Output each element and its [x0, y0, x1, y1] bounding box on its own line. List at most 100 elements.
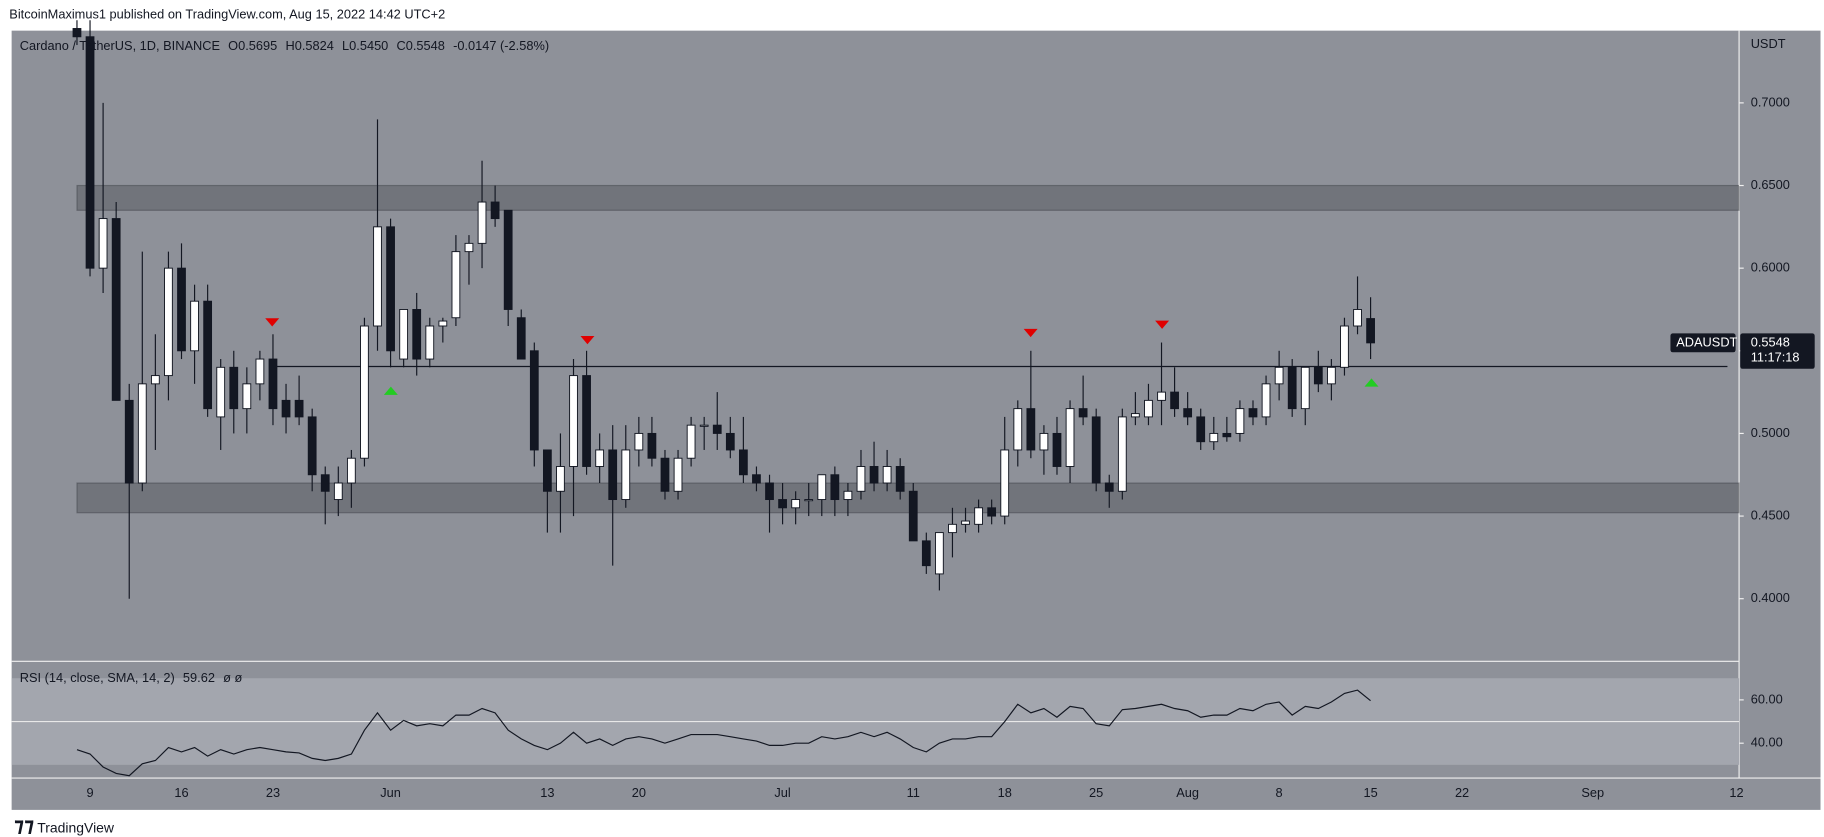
legend-c: C — [397, 39, 406, 54]
candle-body — [1000, 449, 1010, 517]
candle-body — [281, 399, 291, 418]
candle-body — [686, 424, 696, 459]
candle-body — [1170, 391, 1179, 410]
candle-body — [738, 449, 748, 476]
candle-body — [1353, 309, 1362, 327]
y-tick-label: 0.5000 — [1751, 425, 1790, 440]
candle-body — [1235, 408, 1245, 434]
x-tick-label: 20 — [632, 785, 646, 800]
rsi-label: RSI (14, close, SMA, 14, 2) — [20, 670, 175, 685]
candle-body — [242, 383, 252, 410]
legend-change: -0.0147 (-2.58%) — [453, 39, 549, 54]
candle-body — [921, 540, 931, 567]
resistance-marker — [580, 335, 595, 345]
candle-body — [673, 457, 683, 492]
rsi-extra: ø ø — [223, 670, 242, 685]
candle-body — [712, 424, 722, 434]
candle-body — [1300, 366, 1310, 410]
legend-o: O — [228, 39, 238, 54]
candle-body — [1327, 366, 1336, 385]
candle-body — [556, 466, 565, 492]
candle-body — [1131, 413, 1140, 418]
resistance-marker — [265, 318, 280, 327]
candle-body — [477, 201, 487, 244]
candle-body — [137, 383, 147, 484]
candle-body — [1039, 432, 1049, 451]
candle-body — [333, 482, 343, 501]
candle-body — [1026, 408, 1036, 451]
candle-body — [294, 399, 304, 418]
candle-body — [974, 507, 983, 525]
candle-body — [490, 201, 500, 220]
candle-body — [1078, 408, 1088, 418]
candle-body — [1274, 366, 1284, 385]
candle-body — [373, 226, 382, 327]
candle-body — [464, 242, 474, 253]
candle-body — [647, 432, 657, 459]
candle-body — [203, 300, 213, 410]
price-tag-value: 0.5548 — [1751, 334, 1790, 349]
x-tick-label: Jun — [380, 785, 401, 800]
candle-body — [542, 449, 552, 492]
y-tick-label: 0.4000 — [1751, 590, 1790, 605]
legend-symbol: Cardano / TetherUS, 1D, BINANCE — [20, 39, 221, 54]
candle-body — [177, 267, 186, 352]
candle-body — [216, 366, 226, 418]
candle-body — [830, 474, 840, 501]
candle-body — [451, 251, 461, 319]
candle-body — [1261, 383, 1271, 418]
y-tick-label: 0.6500 — [1751, 177, 1790, 192]
candle-body — [1065, 408, 1075, 467]
candle-body — [752, 474, 761, 484]
candle-body — [255, 358, 265, 385]
candle-body — [778, 499, 787, 509]
candle-body — [582, 375, 591, 467]
price-tag-symbol: ADAUSDT — [1676, 334, 1737, 349]
resistance-marker — [1023, 328, 1038, 338]
x-tick-label: Jul — [774, 785, 790, 800]
candle-body — [843, 490, 853, 501]
candle-body — [569, 375, 578, 467]
candle-body — [856, 466, 866, 492]
candle-body — [1144, 399, 1153, 418]
rsi-legend: RSI (14, close, SMA, 14, 2) 59.62 ø ø — [20, 670, 243, 685]
legend-high: 0.5824 — [295, 39, 334, 54]
x-tick-label: 22 — [1455, 785, 1469, 800]
candle-body — [516, 317, 526, 360]
candle-body — [386, 226, 395, 352]
candle-body — [124, 399, 134, 484]
candle-body — [268, 358, 278, 410]
candle-body — [1183, 408, 1193, 418]
legend-l: L — [342, 39, 349, 54]
candle-body — [72, 28, 82, 38]
candle-body — [1313, 366, 1323, 385]
x-tick-label: Aug — [1176, 785, 1199, 800]
candle-body — [98, 218, 108, 269]
candle-body — [987, 507, 997, 517]
candle-body — [791, 499, 801, 509]
candle-body — [908, 490, 918, 542]
candle-body — [934, 532, 944, 575]
x-tick-label: 16 — [174, 785, 188, 800]
candle-body — [608, 449, 618, 501]
candle-body — [1117, 416, 1127, 492]
support-marker — [383, 386, 398, 395]
candle-body — [621, 449, 631, 501]
candle-body — [1157, 391, 1166, 401]
candle-body — [229, 366, 239, 410]
y-tick-label: 0.6000 — [1751, 260, 1790, 275]
x-tick-label: 18 — [998, 785, 1012, 800]
candle-body — [1209, 432, 1219, 443]
candle-body — [360, 325, 369, 459]
candle-body — [895, 466, 905, 492]
rsi-line — [76, 689, 1371, 777]
candle-body — [725, 432, 735, 451]
price-tag-value-box — [1740, 333, 1815, 369]
candle-body — [111, 218, 121, 401]
rsi-y-tick-label: 60.00 — [1751, 691, 1783, 706]
x-tick-label: 9 — [86, 785, 93, 800]
x-tick-label: 13 — [540, 785, 554, 800]
candle-body — [1366, 318, 1375, 344]
